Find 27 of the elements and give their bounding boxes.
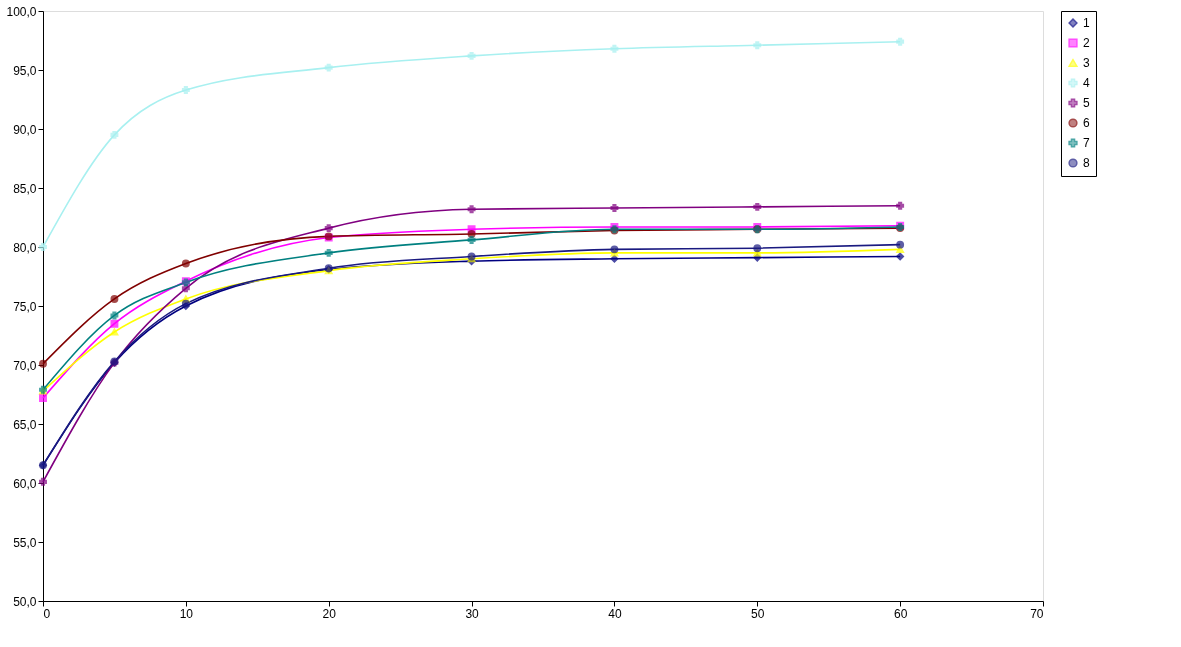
x-tick-label: 70 <box>1030 606 1044 621</box>
legend-label: 4 <box>1083 76 1090 90</box>
x-tick-label: 30 <box>465 606 480 621</box>
legend-label: 6 <box>1083 116 1090 130</box>
legend-label: 1 <box>1083 16 1090 30</box>
x-tick-label: 20 <box>322 606 337 621</box>
y-tick-label: 55,0 <box>13 535 37 550</box>
y-tick-label: 90,0 <box>13 122 37 137</box>
legend-label: 7 <box>1083 136 1090 150</box>
x-tick-label: 0 <box>43 606 51 621</box>
x-tick-label: 60 <box>893 606 908 621</box>
legend-label: 3 <box>1083 56 1090 70</box>
y-tick-label: 95,0 <box>13 63 37 78</box>
y-tick-label: 85,0 <box>13 181 37 196</box>
legend-label: 2 <box>1083 36 1090 50</box>
x-tick-label: 10 <box>179 606 194 621</box>
y-tick-label: 50,0 <box>13 594 37 609</box>
y-tick-label: 75,0 <box>13 299 37 314</box>
y-tick-label: 60,0 <box>13 476 37 491</box>
legend-label: 8 <box>1083 156 1090 170</box>
x-tick-label: 40 <box>608 606 622 621</box>
y-tick-label: 100,0 <box>6 4 37 19</box>
y-tick-label: 80,0 <box>13 240 37 255</box>
y-tick-label: 70,0 <box>13 358 37 373</box>
x-tick-label: 50 <box>751 606 765 621</box>
legend-label: 5 <box>1083 96 1090 110</box>
y-tick-label: 65,0 <box>13 417 37 432</box>
